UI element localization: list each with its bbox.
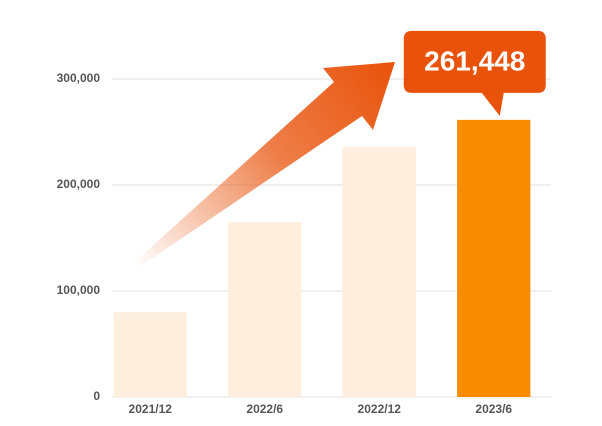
bar: [342, 146, 416, 397]
callout: [403, 30, 546, 116]
value-label: 261,448: [424, 45, 525, 76]
x-tick-label: 2022/12: [358, 402, 402, 416]
trend-arrow: [128, 62, 395, 272]
y-tick-label: 100,000: [57, 283, 101, 297]
bar: [228, 222, 302, 397]
y-tick-label: 0: [93, 389, 100, 403]
bar: [113, 312, 187, 397]
x-tick-label: 2023/6: [475, 402, 512, 416]
y-tick-label: 200,000: [57, 177, 101, 191]
bar: [457, 119, 531, 398]
y-tick-label: 300,000: [57, 71, 101, 85]
x-tick-label: 2022/6: [246, 402, 283, 416]
x-tick-label: 2021/12: [129, 402, 173, 416]
